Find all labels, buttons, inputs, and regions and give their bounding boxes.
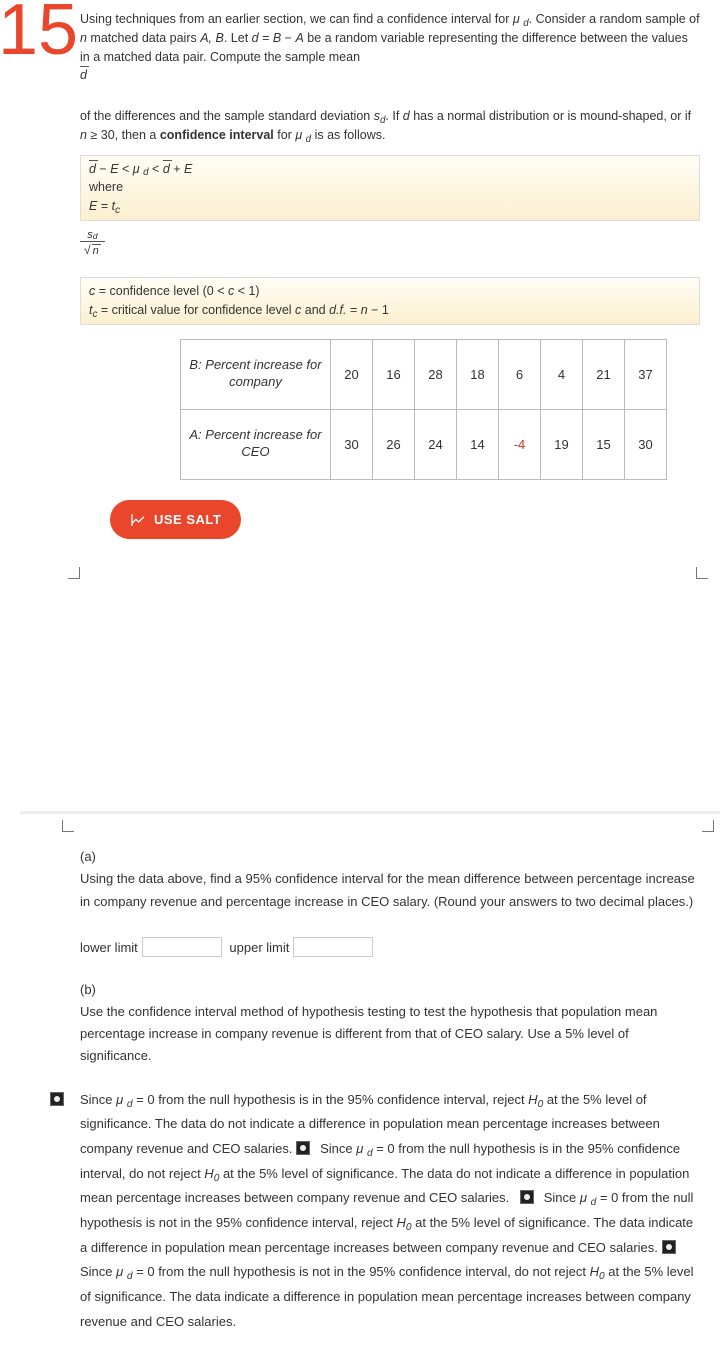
cell: 19 (541, 409, 583, 479)
cell: 18 (457, 339, 499, 409)
cell: 37 (625, 339, 667, 409)
cell: 16 (373, 339, 415, 409)
radio-option-3[interactable] (520, 1190, 534, 1204)
part-a-label: (a) (80, 846, 700, 868)
part-b-label: (b) (80, 979, 700, 1001)
cell: 14 (457, 409, 499, 479)
fraction-sd-over-root-n: sd n (80, 229, 105, 257)
divider (20, 811, 720, 814)
upper-limit-input[interactable] (293, 937, 373, 957)
part-a-text: Using the data above, find a 95% confide… (80, 868, 700, 912)
upper-limit-label: upper limit (229, 940, 289, 955)
cell: 20 (331, 339, 373, 409)
cell-negative: -4 (499, 409, 541, 479)
salt-label: USE SALT (154, 510, 221, 530)
cell: 21 (583, 339, 625, 409)
row-b-label: B: Percent increase for company (181, 339, 331, 409)
cell: 30 (331, 409, 373, 479)
radio-option-1[interactable] (50, 1092, 64, 1106)
cell: 4 (541, 339, 583, 409)
cell: 6 (499, 339, 541, 409)
table-row-a: A: Percent increase for CEO 30 26 24 14 … (181, 409, 667, 479)
radio-option-2[interactable] (296, 1141, 310, 1155)
cell: 30 (625, 409, 667, 479)
cell: 28 (415, 339, 457, 409)
option-4-text: Since μ d = 0 from the null hypothesis i… (80, 1264, 694, 1328)
question-number: 15 (0, 0, 78, 66)
row-a-label: A: Percent increase for CEO (181, 409, 331, 479)
limits-row: lower limit upper limit (80, 937, 700, 958)
intro-paragraph-2: of the differences and the sample standa… (80, 107, 700, 145)
lower-limit-label: lower limit (80, 940, 138, 955)
cell: 15 (583, 409, 625, 479)
data-table: B: Percent increase for company 20 16 28… (180, 339, 667, 480)
cell: 24 (415, 409, 457, 479)
formula-box-1: d − E < μ d < d + E where E = tc (80, 155, 700, 221)
formula-box-2: c = confidence level (0 < c < 1) tc = cr… (80, 277, 700, 325)
table-row-b: B: Percent increase for company 20 16 28… (181, 339, 667, 409)
use-salt-button[interactable]: USE SALT (110, 500, 241, 540)
cell: 26 (373, 409, 415, 479)
intro-paragraph-1: Using techniques from an earlier section… (80, 10, 700, 85)
part-b-text: Use the confidence interval method of hy… (80, 1001, 700, 1067)
lower-limit-input[interactable] (142, 937, 222, 957)
chart-icon (130, 512, 146, 528)
radio-option-4[interactable] (662, 1240, 676, 1254)
